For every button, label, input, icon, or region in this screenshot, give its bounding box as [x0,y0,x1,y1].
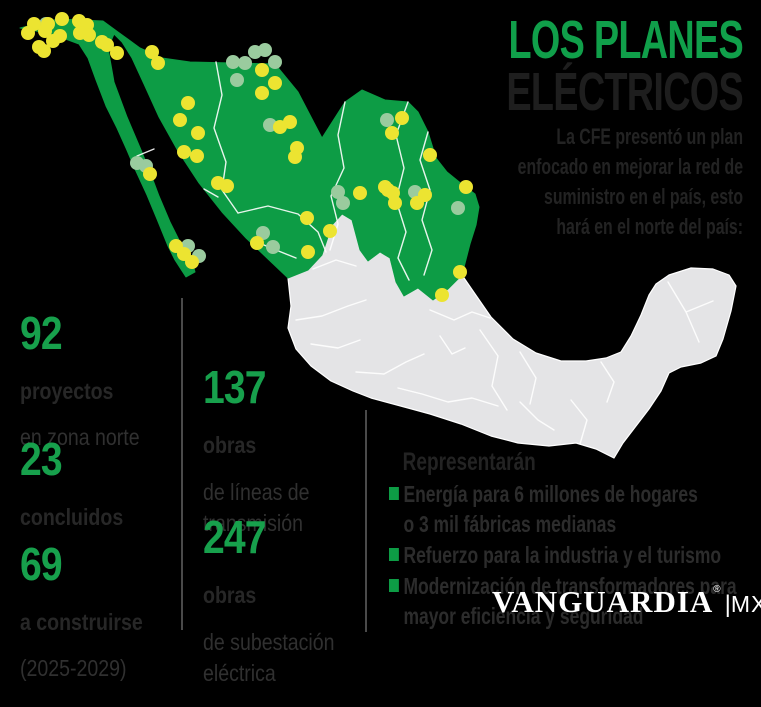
stat-lineas-transmision: 137 obras de líneas de transmisión [203,348,310,557]
project-dot-yellow [145,45,159,59]
stat-subestacion-electrica: 247 obras de subestación eléctrica [203,498,335,707]
project-dot-yellow [268,76,282,90]
page-title: LOS PLANES ELÉCTRICOS [405,10,743,122]
stat-concluidos: 23 concluidos [20,420,123,567]
project-dot-yellow [181,96,195,110]
list-item: Refuerzo para la industria y el turismo [389,540,746,570]
project-dot-yellow [110,46,124,60]
title-line-2: ELÉCTRICOS [506,62,743,122]
project-dot-yellow [151,56,165,70]
vanguardia-watermark: VANGUARDIA®|MX [492,584,761,620]
project-dot-yellow [100,38,114,52]
represent-section: Representarán Energía para 6 millones de… [389,446,746,631]
stat-label: obras [203,432,257,458]
project-dot-yellow [21,26,35,40]
green-square-bullet-icon [389,487,399,500]
bullet-text: Refuerzo para la industria y el turismo [403,542,722,568]
project-dot-gray [230,73,244,87]
project-dot-yellow [435,288,449,302]
project-dot-yellow [255,63,269,77]
intro-paragraph: La CFE presentó un plan enfocado en mejo… [517,124,743,239]
stat-value: 247 [203,511,267,563]
project-dot-yellow [381,183,395,197]
project-dot-yellow [41,17,55,31]
project-dots [21,12,473,302]
project-dot-yellow [300,211,314,225]
title-line-1: LOS PLANES [508,10,743,70]
project-dot-yellow [385,126,399,140]
project-dot-yellow [255,86,269,100]
stat-label: obras [203,582,257,608]
list-item: Modernización de transformadores para ma… [389,571,746,631]
project-dot-yellow [185,255,199,269]
divider-right [365,410,367,632]
project-dot-yellow [459,180,473,194]
project-dot-yellow [173,113,187,127]
project-dot-gray [226,55,240,69]
stat-value: 137 [203,361,267,413]
list-item: Energía para 6 millones de hogares o 3 m… [389,479,746,539]
stat-value: 23 [20,433,63,485]
stat-sublabel: (2025-2029) [20,655,127,681]
project-dot-yellow [273,120,287,134]
mexico-map [19,12,737,459]
stat-label: proyectos [20,378,114,404]
project-dot-yellow [190,149,204,163]
watermark-region: MX [730,591,761,617]
project-dot-yellow [301,245,315,259]
green-square-bullet-icon [389,548,399,561]
project-dot-gray [268,55,282,69]
project-dot-yellow [177,145,191,159]
stat-sublabel: de líneas de transmisión [203,479,310,536]
registered-mark-icon: ® [713,584,721,595]
stat-label: a construirse [20,609,143,635]
project-dot-yellow [395,111,409,125]
project-dot-yellow [191,126,205,140]
watermark-divider: | [724,591,731,618]
stat-sublabel: en zona norte [20,424,140,450]
project-dot-gray [331,185,345,199]
project-dot-yellow [220,179,234,193]
project-dot-gray [266,240,280,254]
project-dot-gray [451,201,465,215]
stat-label: concluidos [20,504,124,530]
project-dot-yellow [82,28,96,42]
stat-sublabel: de subestación eléctrica [203,629,335,686]
project-dot-yellow [323,224,337,238]
infographic-canvas: { "title": {"line1": "LOS PLANES", "line… [19,10,761,686]
state-borders [136,61,714,445]
stat-value: 92 [20,307,63,359]
stat-a-construirse: 69 a construirse (2025-2029) [20,525,143,700]
bullet-text: Modernización de transformadores para ma… [403,573,737,629]
project-dot-yellow [288,150,302,164]
project-dot-yellow [423,148,437,162]
watermark-brand: VANGUARDIA [492,584,714,619]
represent-heading: Representarán [402,448,536,476]
project-dot-yellow [143,167,157,181]
project-dot-gray [336,196,350,210]
stat-value: 69 [20,538,63,590]
project-dot-yellow [453,265,467,279]
project-dot-yellow [353,186,367,200]
project-dot-yellow [250,236,264,250]
bullet-text: Energía para 6 millones de hogares o 3 m… [403,481,698,537]
project-dot-yellow [55,12,69,26]
divider-left [181,298,183,630]
project-dot-gray [238,56,252,70]
project-dot-yellow [410,196,424,210]
project-dot-yellow [53,29,67,43]
project-dot-gray [380,113,394,127]
map-region-south-gray [287,213,737,459]
project-dot-yellow [37,44,51,58]
map-region-north-green [19,18,480,301]
project-dot-yellow [388,196,402,210]
project-dot-gray [258,43,272,57]
green-square-bullet-icon [389,579,399,592]
stat-proyectos: 92 proyectos en zona norte [20,294,140,469]
represent-list: Energía para 6 millones de hogares o 3 m… [389,479,746,631]
